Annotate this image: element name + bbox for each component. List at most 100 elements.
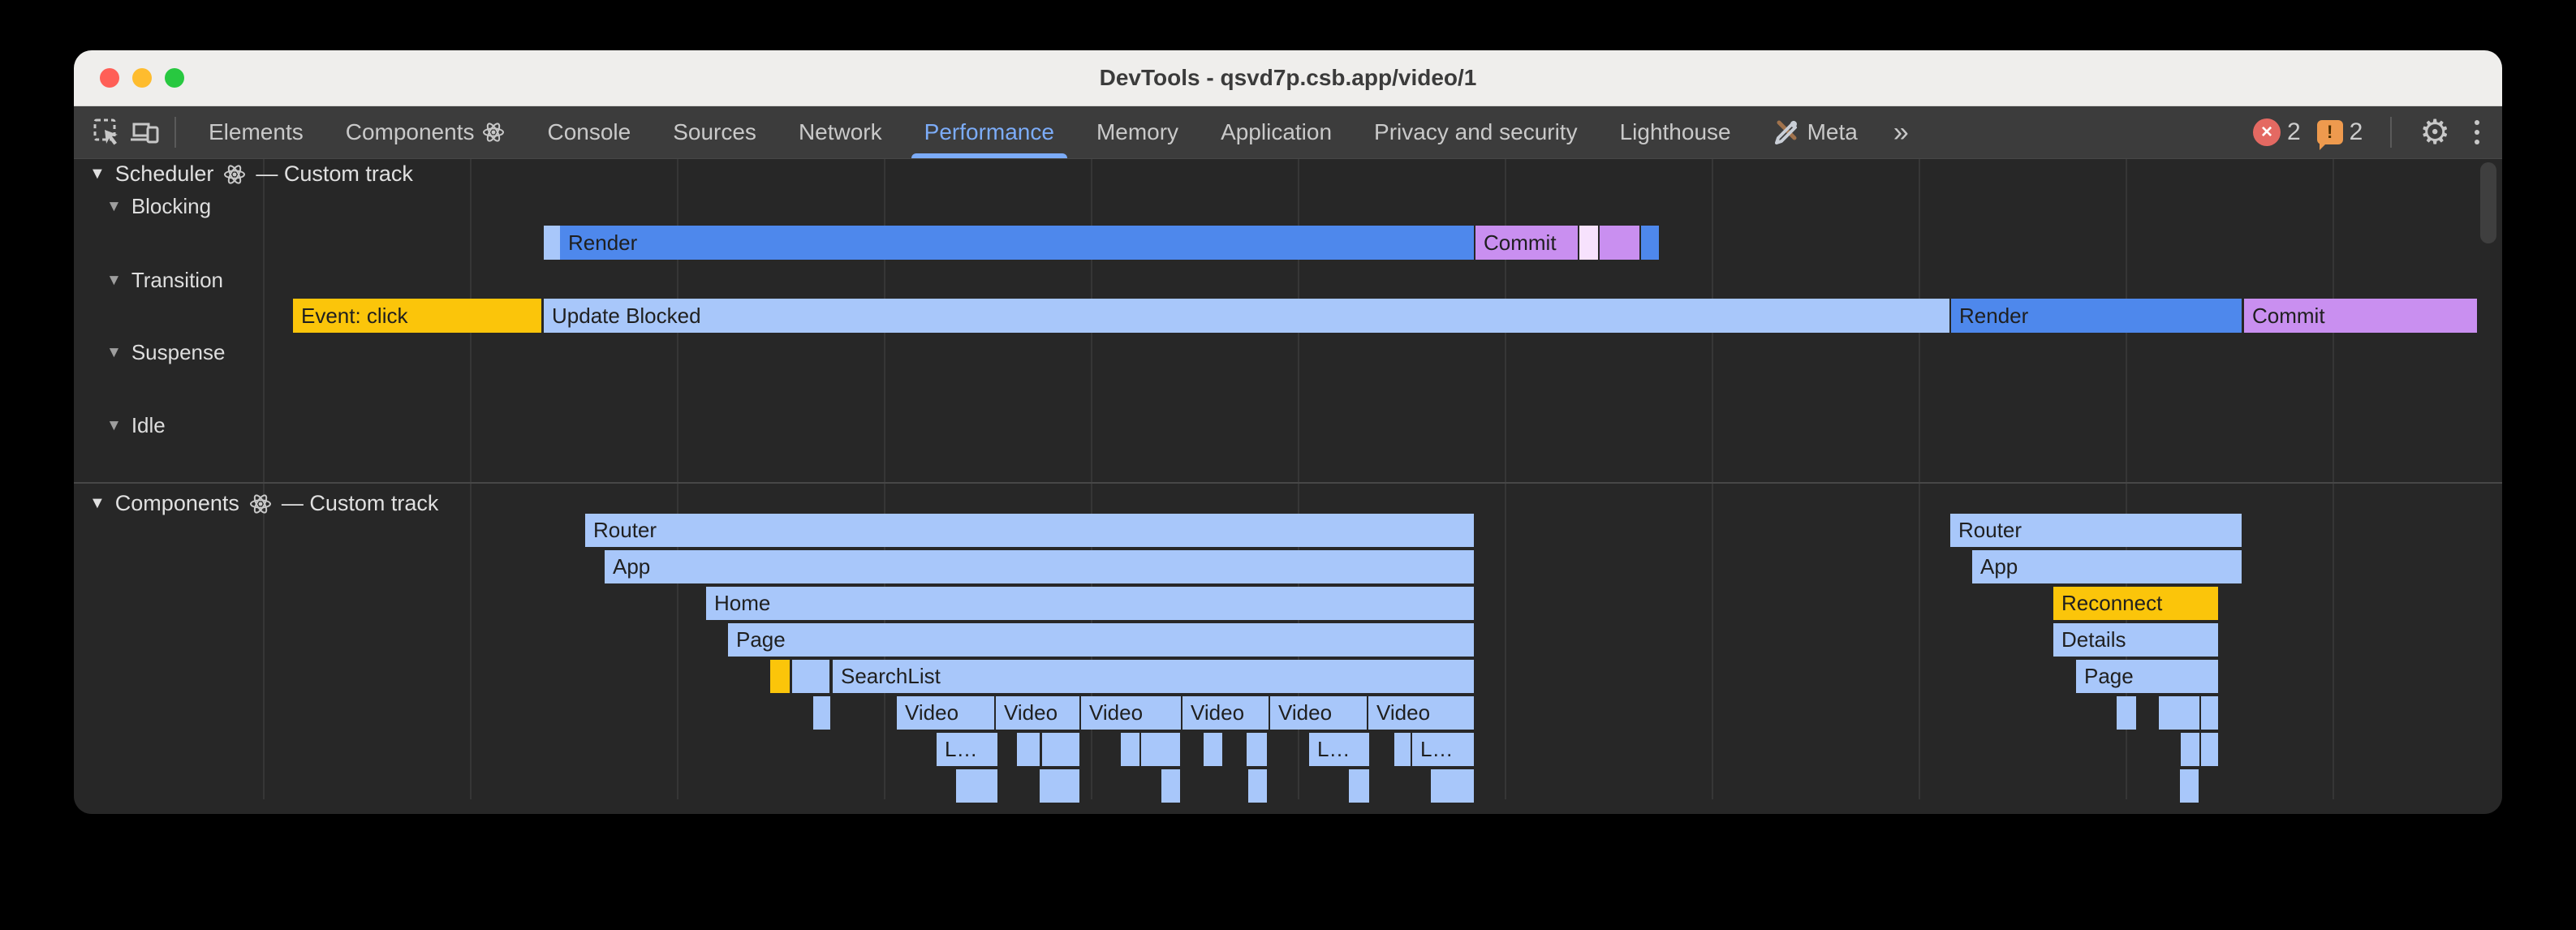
collapse-triangle-icon[interactable]: ▼: [89, 165, 106, 183]
flame-bar-router[interactable]: Router: [585, 514, 1474, 547]
tab-elements[interactable]: Elements: [187, 106, 325, 158]
track-header-components: ▼ Components — Custom track: [89, 491, 438, 516]
collapse-triangle-icon[interactable]: ▼: [106, 416, 122, 434]
flame-bar-video[interactable]: Video: [1368, 696, 1474, 730]
title-bar: DevTools - qsvd7p.csb.app/video/1: [74, 50, 2502, 106]
performance-timeline: ▼ Scheduler — Custom track ▼ Blocking ▼ Trans…: [74, 159, 2502, 814]
flame-bar-event-click[interactable]: Event: click: [293, 299, 541, 333]
flame-bar[interactable]: [1017, 733, 1040, 766]
flame-bar[interactable]: [1349, 769, 1369, 803]
flame-bar-commit[interactable]: Commit: [1475, 226, 1578, 260]
collapse-triangle-icon[interactable]: ▼: [106, 343, 122, 361]
flame-bar[interactable]: [544, 226, 560, 260]
flame-bar-router[interactable]: Router: [1950, 514, 2242, 547]
flame-bar-l[interactable]: L…: [937, 733, 997, 766]
tab-network[interactable]: Network: [778, 106, 903, 158]
toolbar-right-cluster: × 2 ! 2 ⚙: [2252, 113, 2488, 151]
flame-bar[interactable]: [1431, 769, 1474, 803]
flame-bar[interactable]: [2201, 696, 2218, 730]
lane-suspense: ▼ Suspense: [106, 340, 225, 365]
flame-bar-l[interactable]: L…: [1412, 733, 1474, 766]
inspect-element-icon[interactable]: [88, 114, 126, 151]
timeline-gridline: [1298, 159, 1299, 799]
tab-components[interactable]: Components: [325, 106, 527, 158]
tab-memory[interactable]: Memory: [1075, 106, 1200, 158]
tab-label: Memory: [1096, 119, 1179, 144]
flame-bar-video[interactable]: Video: [897, 696, 994, 730]
flame-bar[interactable]: [1121, 733, 1139, 766]
tab-label: Network: [798, 119, 882, 144]
flame-bar-video[interactable]: Video: [1081, 696, 1181, 730]
timeline-gridline: [263, 159, 265, 799]
flame-bar[interactable]: [1141, 733, 1180, 766]
flame-bar-page[interactable]: Page: [728, 623, 1474, 657]
collapse-triangle-icon[interactable]: ▼: [106, 271, 122, 289]
flame-bar[interactable]: [2117, 696, 2136, 730]
tab-label: Meta: [1807, 119, 1858, 144]
toolbar-divider-2: [2390, 117, 2393, 148]
flame-bar[interactable]: [770, 660, 790, 693]
flame-bar[interactable]: [1248, 769, 1267, 803]
toggle-device-toolbar-icon[interactable]: [126, 114, 163, 151]
flame-bar-commit[interactable]: Commit: [2244, 299, 2477, 333]
collapse-triangle-icon[interactable]: ▼: [106, 197, 122, 215]
flame-bar-searchlist[interactable]: SearchList: [833, 660, 1474, 693]
timeline-gridline: [884, 159, 885, 799]
flame-bar[interactable]: [1579, 226, 1598, 260]
more-tabs-icon[interactable]: »: [1893, 116, 1909, 148]
warning-counter[interactable]: ! 2: [2316, 118, 2363, 150]
lane-idle: ▼ Idle: [106, 413, 166, 438]
devtools-toolbar: Elements Components Console Sources Network…: [74, 106, 2502, 160]
flame-bar[interactable]: [1204, 733, 1222, 766]
tab-sources[interactable]: Sources: [652, 106, 778, 158]
minimize-window-button[interactable]: [132, 68, 152, 88]
flame-bar[interactable]: [1641, 226, 1659, 260]
tab-lighthouse[interactable]: Lighthouse: [1599, 106, 1752, 158]
window-title: DevTools - qsvd7p.csb.app/video/1: [1099, 65, 1477, 90]
tab-performance[interactable]: Performance: [903, 106, 1075, 158]
flame-bar-video[interactable]: Video: [1182, 696, 1269, 730]
flame-bar-app[interactable]: App: [1972, 550, 2242, 583]
zoom-window-button[interactable]: [165, 68, 184, 88]
error-counter[interactable]: × 2: [2252, 118, 2301, 146]
tab-label: Components: [345, 119, 475, 144]
flame-bar[interactable]: [2159, 696, 2199, 730]
flame-bar-update-blocked[interactable]: Update Blocked: [544, 299, 1949, 333]
flame-bar-app[interactable]: App: [605, 550, 1474, 583]
flame-bar[interactable]: [1042, 733, 1079, 766]
flame-bar[interactable]: [1247, 733, 1267, 766]
flame-bar[interactable]: [956, 769, 997, 803]
tab-privacy-and-security[interactable]: Privacy and security: [1353, 106, 1599, 158]
flame-bar[interactable]: [1600, 226, 1639, 260]
atom-icon: [249, 493, 271, 514]
tab-console[interactable]: Console: [526, 106, 652, 158]
flame-bar-render[interactable]: Render: [560, 226, 1474, 260]
flame-bar-home[interactable]: Home: [706, 587, 1474, 620]
vertical-scrollbar-thumb[interactable]: [2480, 162, 2496, 243]
tab-label: Sources: [673, 119, 756, 144]
flame-bar[interactable]: [1040, 769, 1079, 803]
flame-bar-video[interactable]: Video: [1270, 696, 1367, 730]
flame-bar-video[interactable]: Video: [996, 696, 1079, 730]
collapse-triangle-icon[interactable]: ▼: [89, 494, 106, 512]
flame-bar[interactable]: [2180, 769, 2199, 803]
flame-bar[interactable]: [2181, 733, 2199, 766]
tab-application[interactable]: Application: [1200, 106, 1353, 158]
warning-count: 2: [2349, 118, 2363, 145]
customize-devtools-icon[interactable]: [2466, 120, 2488, 144]
flame-bar-l[interactable]: L…: [1309, 733, 1369, 766]
close-window-button[interactable]: [100, 68, 119, 88]
tab-meta[interactable]: Meta: [1752, 106, 1879, 158]
window-controls: [100, 68, 184, 88]
flame-bar[interactable]: [792, 660, 829, 693]
flame-bar-page[interactable]: Page: [2076, 660, 2218, 693]
flame-bar-details[interactable]: Details: [2053, 623, 2218, 657]
settings-gear-icon[interactable]: ⚙: [2419, 113, 2450, 151]
timeline-gridline: [1712, 159, 1713, 799]
flame-bar[interactable]: [1394, 733, 1411, 766]
flame-bar[interactable]: [1161, 769, 1180, 803]
flame-bar[interactable]: [2201, 733, 2218, 766]
flame-bar-reconnect[interactable]: Reconnect: [2053, 587, 2218, 620]
flame-bar[interactable]: [813, 696, 830, 730]
flame-bar-render[interactable]: Render: [1951, 299, 2242, 333]
